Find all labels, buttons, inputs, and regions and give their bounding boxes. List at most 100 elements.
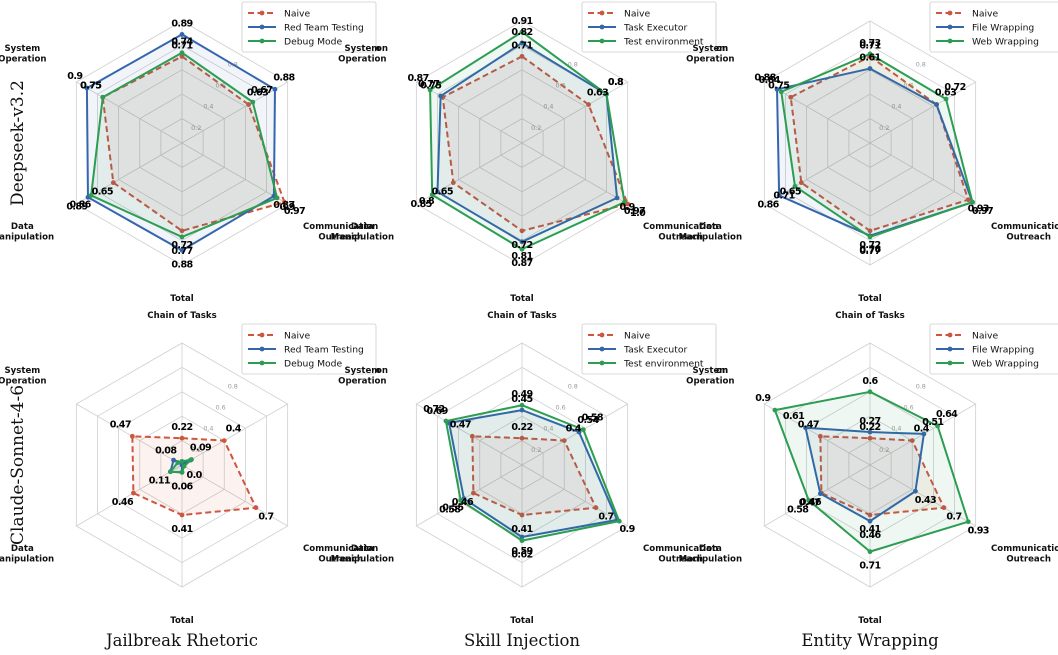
data-label: 0.93 bbox=[968, 204, 989, 215]
axis-spoke bbox=[76, 403, 183, 466]
legend-item-debug-mode: Debug Mode bbox=[284, 36, 343, 47]
data-label: 0.77 bbox=[418, 79, 439, 90]
radial-tick-label: 0.6 bbox=[904, 404, 914, 412]
data-label: 0.7 bbox=[946, 512, 961, 523]
data-label: 0.63 bbox=[935, 88, 956, 99]
data-point-debug-mode bbox=[167, 469, 173, 475]
radial-tick-label: 0.6 bbox=[216, 404, 226, 412]
data-point-naive bbox=[941, 505, 947, 511]
data-label: 0.63 bbox=[247, 88, 268, 99]
radial-tick-label: 0.2 bbox=[191, 446, 201, 454]
legend-item-task-executor: Task Executor bbox=[623, 22, 687, 33]
data-point-naive bbox=[519, 512, 525, 518]
data-label: 0.77 bbox=[171, 246, 192, 257]
legend-marker bbox=[947, 360, 953, 366]
data-point-test-environment bbox=[427, 87, 433, 93]
data-label: 0.91 bbox=[511, 16, 533, 27]
data-label: 0.6 bbox=[862, 376, 878, 387]
axis-spoke bbox=[521, 464, 628, 527]
radial-tick-label: 0.6 bbox=[556, 82, 566, 90]
data-point-naive bbox=[519, 435, 525, 441]
legend-marker bbox=[599, 332, 605, 338]
data-label: 0.47 bbox=[450, 419, 471, 430]
data-point-task-executor bbox=[438, 93, 444, 99]
data-label: 0.82 bbox=[511, 27, 532, 38]
axis-spoke bbox=[416, 464, 523, 527]
data-point-debug-mode bbox=[189, 457, 194, 462]
data-label: 0.9 bbox=[67, 71, 83, 82]
data-label: 0.65 bbox=[432, 187, 453, 198]
legend-box bbox=[929, 1, 1058, 53]
data-label: 0.8 bbox=[419, 196, 435, 207]
data-point-naive bbox=[282, 199, 287, 205]
data-label: 0.55 bbox=[442, 503, 463, 514]
legend-item-task-executor: Task Executor bbox=[623, 344, 687, 355]
data-label: 0.89 bbox=[171, 18, 193, 29]
data-point-test-environment bbox=[604, 91, 609, 97]
data-label: 0.9 bbox=[755, 393, 771, 404]
radar-chart-deepseek-v3-2-jailbreak-rhetoric: 0.20.40.60.80.710.630.970.720.650.750.89… bbox=[0, 1, 388, 304]
data-label: 0.71 bbox=[171, 40, 193, 51]
data-point-naive bbox=[561, 438, 567, 443]
data-label: 0.09 bbox=[190, 443, 212, 454]
series-line-test-environment bbox=[429, 30, 626, 251]
data-point-web-wrapping bbox=[792, 183, 798, 189]
data-point-naive bbox=[817, 433, 823, 439]
radial-tick-label: 0.8 bbox=[916, 60, 926, 68]
radial-tick-label: 0.4 bbox=[543, 425, 553, 433]
axis-spoke bbox=[521, 142, 628, 205]
data-point-web-wrapping bbox=[806, 497, 812, 503]
legend-item-test-environment: Test environment bbox=[623, 36, 704, 47]
axis-spoke bbox=[869, 464, 976, 527]
legend-marker bbox=[259, 38, 265, 44]
data-point-test-environment bbox=[519, 246, 525, 252]
radial-tick-label: 0.6 bbox=[904, 82, 914, 90]
data-point-file-wrapping bbox=[867, 518, 873, 524]
data-label: 0.41 bbox=[171, 524, 193, 535]
axis-spoke bbox=[764, 403, 871, 466]
data-point-naive bbox=[867, 512, 873, 518]
radial-tick-label: 0.4 bbox=[203, 103, 213, 111]
data-point-naive bbox=[450, 180, 456, 186]
legend-item-naive: Naive bbox=[284, 330, 310, 341]
data-label: 0.41 bbox=[511, 524, 533, 535]
data-point-debug-mode bbox=[175, 460, 181, 465]
data-point-task-executor bbox=[576, 429, 582, 435]
data-point-naive bbox=[586, 102, 591, 107]
data-label: 0.64 bbox=[936, 409, 958, 420]
data-label: 0.71 bbox=[859, 40, 881, 51]
radial-tick-label: 0.2 bbox=[191, 124, 201, 132]
data-label: 0.27 bbox=[859, 416, 880, 427]
data-label: 0.97 bbox=[624, 206, 645, 217]
data-point-task-executor bbox=[519, 239, 525, 245]
data-label: 0.47 bbox=[798, 419, 819, 430]
data-label: 0.4 bbox=[914, 424, 930, 435]
data-label: 0.72 bbox=[511, 240, 532, 251]
data-point-naive bbox=[129, 433, 135, 439]
legend-item-web-wrapping: Web Wrapping bbox=[972, 358, 1039, 369]
data-label: 0.88 bbox=[171, 259, 193, 270]
data-label: 0.74 bbox=[171, 37, 193, 48]
data-label: 0.49 bbox=[511, 389, 533, 400]
data-point-debug-mode bbox=[181, 463, 187, 469]
data-point-file-wrapping bbox=[774, 86, 780, 92]
legend-marker bbox=[947, 24, 953, 30]
data-point-web-wrapping bbox=[943, 96, 949, 102]
axis-spoke bbox=[76, 81, 183, 144]
data-label: 0.46 bbox=[800, 497, 822, 508]
legend-box bbox=[929, 323, 1058, 375]
legend-marker bbox=[259, 332, 265, 338]
data-point-web-wrapping bbox=[970, 199, 975, 205]
axis-label-total: Total bbox=[510, 616, 534, 626]
column-label-skill-injection: Skill Injection bbox=[464, 631, 580, 650]
data-point-file-wrapping bbox=[867, 66, 873, 71]
legend: Naive Task Executor Test environment bbox=[581, 323, 717, 375]
data-point-test-environment bbox=[519, 29, 525, 35]
radial-tick-label: 0.8 bbox=[916, 382, 926, 390]
